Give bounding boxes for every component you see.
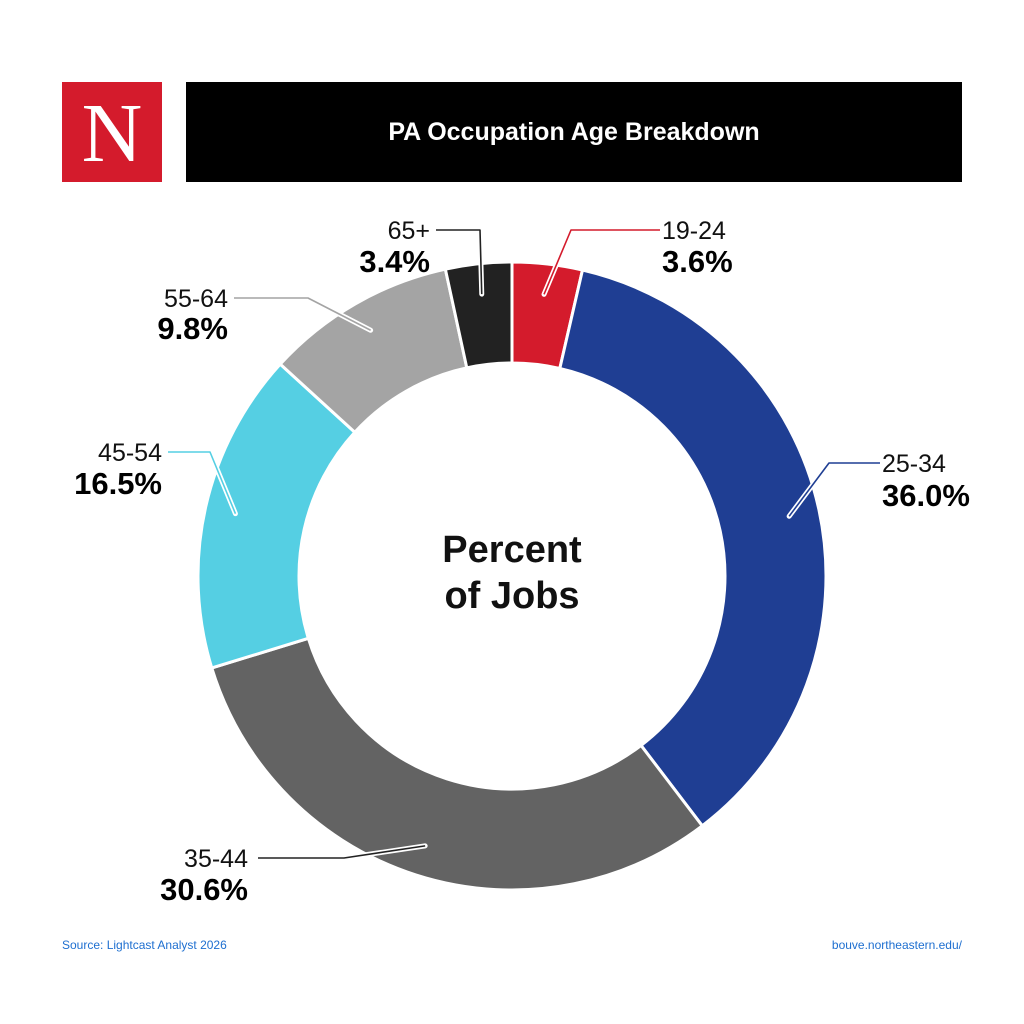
slice-65plus: [443, 260, 514, 370]
chart-title: PA Occupation Age Breakdown: [388, 117, 760, 146]
source-note: Source: Lightcast Analyst 2026: [62, 938, 227, 952]
leader-line-19-24: [543, 229, 660, 295]
logo-letter: N: [81, 87, 143, 180]
slice-value-45-54: 16.5%: [74, 466, 162, 501]
slice-value-25-34: 36.0%: [882, 478, 970, 513]
slice-value-65plus: 3.4%: [359, 244, 430, 279]
slice-label-65plus: 65+: [388, 217, 430, 245]
slice-label-55-64: 55-64: [164, 285, 228, 313]
leader-line-25-34: [788, 462, 880, 517]
leader-line-35-44: [258, 845, 426, 859]
slice-35-44: [209, 636, 705, 892]
leader-line-55-64: [234, 297, 372, 331]
slice-label-19-24: 19-24: [662, 217, 726, 245]
slice-label-25-34: 25-34: [882, 450, 946, 478]
leader-line-65plus: [436, 229, 483, 295]
center-label-line-1: Percent: [442, 529, 582, 571]
leader-line-45-54: [168, 451, 237, 514]
center-label-line-2: of Jobs: [444, 575, 579, 617]
title-bar: PA Occupation Age Breakdown: [186, 82, 962, 182]
slice-value-35-44: 30.6%: [160, 872, 248, 907]
site-url[interactable]: bouve.northeastern.edu/: [831, 938, 962, 952]
slice-value-19-24: 3.6%: [662, 244, 733, 279]
slice-25-34: [558, 268, 828, 828]
northeastern-logo: N: [62, 82, 162, 182]
slice-value-55-64: 9.8%: [157, 311, 228, 346]
slice-label-45-54: 45-54: [98, 439, 162, 467]
slice-label-35-44: 35-44: [184, 845, 248, 873]
